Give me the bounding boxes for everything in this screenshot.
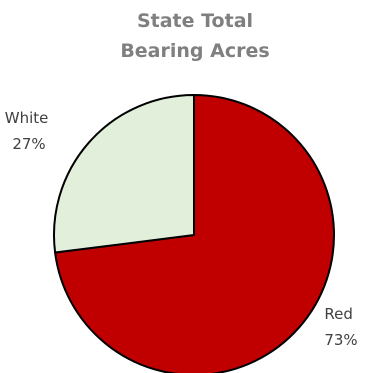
slice-label-red: Red 73% (324, 305, 357, 349)
pie-slice-white (53, 93, 195, 254)
pie-slices (53, 93, 335, 373)
slice-label-white-percent: 27% (12, 135, 45, 153)
chart-title-line-1: State Total (136, 10, 254, 32)
slice-label-red-name: Red (324, 305, 353, 323)
chart-title-line-2: Bearing Acres (120, 40, 270, 62)
slice-label-white: White 27% (5, 109, 53, 153)
slice-label-red-percent: 73% (324, 331, 357, 349)
slice-label-white-name: White (5, 109, 49, 127)
chart-title: State Total Bearing Acres (0, 6, 366, 66)
